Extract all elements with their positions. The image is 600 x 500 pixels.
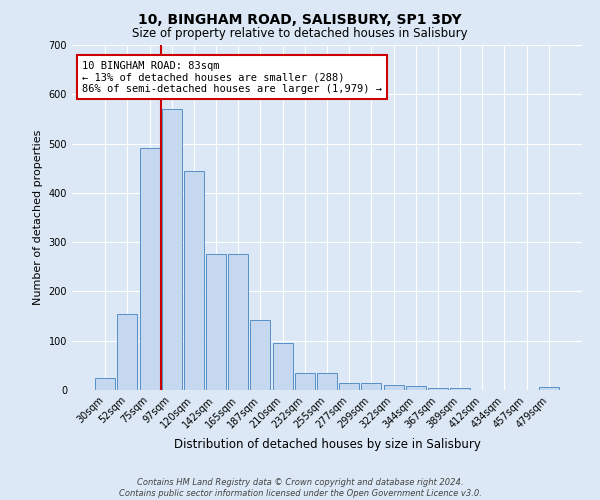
- Text: 10, BINGHAM ROAD, SALISBURY, SP1 3DY: 10, BINGHAM ROAD, SALISBURY, SP1 3DY: [138, 12, 462, 26]
- Bar: [406, 386, 426, 390]
- Bar: [450, 388, 470, 390]
- Text: 10 BINGHAM ROAD: 83sqm
← 13% of detached houses are smaller (288)
86% of semi-de: 10 BINGHAM ROAD: 83sqm ← 13% of detached…: [82, 60, 382, 94]
- Bar: [162, 109, 182, 390]
- Bar: [206, 254, 226, 390]
- Bar: [539, 386, 559, 390]
- Bar: [361, 383, 382, 390]
- Bar: [317, 373, 337, 390]
- Bar: [228, 254, 248, 390]
- Bar: [250, 320, 271, 390]
- Text: Contains HM Land Registry data © Crown copyright and database right 2024.
Contai: Contains HM Land Registry data © Crown c…: [119, 478, 481, 498]
- Bar: [295, 373, 315, 390]
- Bar: [95, 378, 115, 390]
- X-axis label: Distribution of detached houses by size in Salisbury: Distribution of detached houses by size …: [173, 438, 481, 451]
- Bar: [118, 314, 137, 390]
- Text: Size of property relative to detached houses in Salisbury: Size of property relative to detached ho…: [132, 28, 468, 40]
- Bar: [339, 383, 359, 390]
- Bar: [272, 343, 293, 390]
- Bar: [383, 384, 404, 390]
- Bar: [140, 148, 160, 390]
- Y-axis label: Number of detached properties: Number of detached properties: [33, 130, 43, 305]
- Bar: [184, 170, 204, 390]
- Bar: [428, 388, 448, 390]
